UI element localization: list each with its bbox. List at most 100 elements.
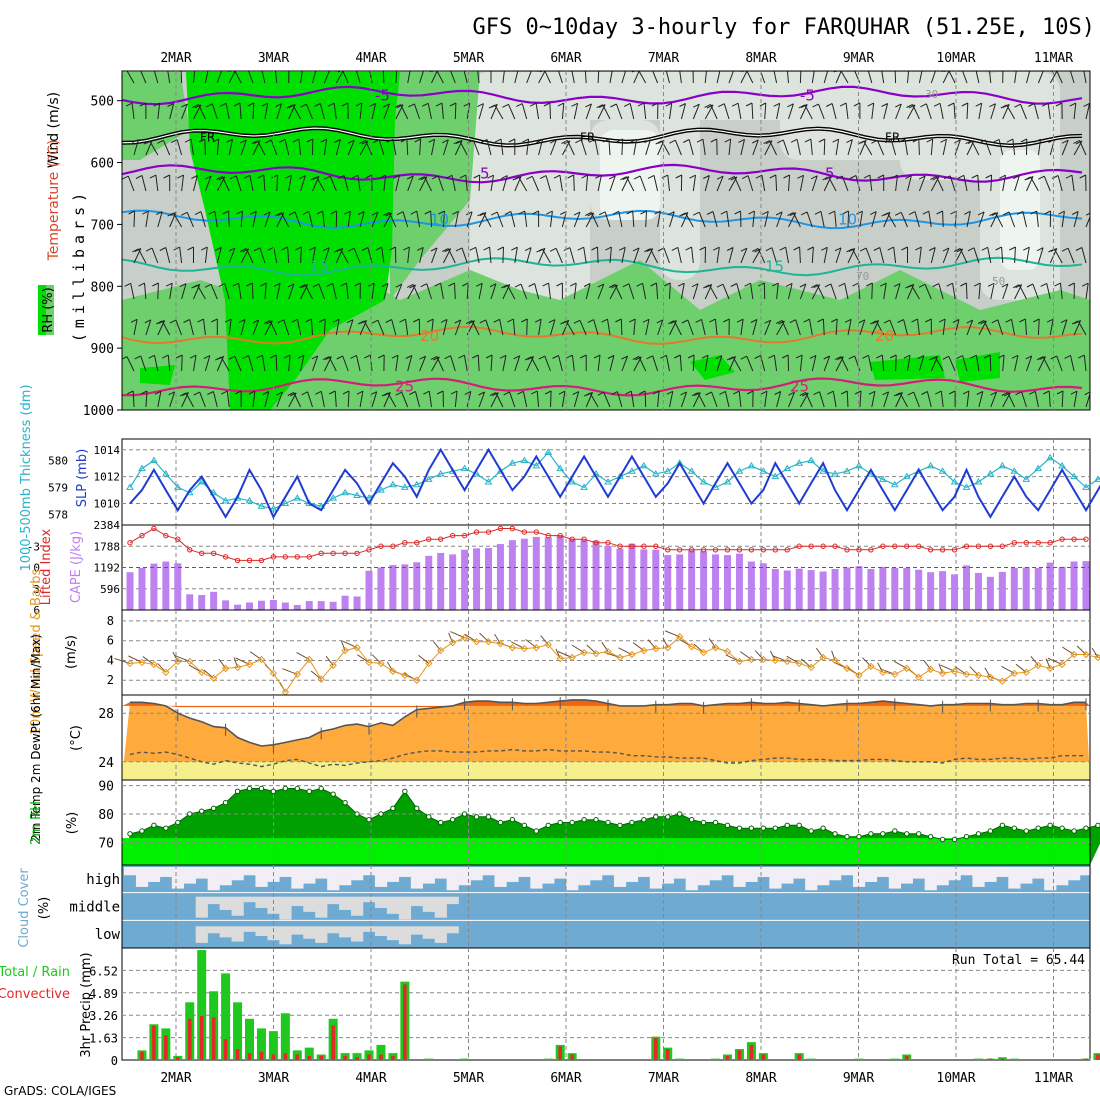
wind-barb-flag [497,246,504,251]
wind-barb-flag [946,282,953,287]
wind-barb [990,174,993,192]
wind-barb-flag [622,283,630,288]
wind-barb [859,211,863,228]
wind-barb-flag [1019,318,1026,323]
wind-barb-flag [1077,67,1083,70]
wind-barb-flag [288,211,296,216]
wind-barb-flag [169,319,177,324]
wind-barb-flag [471,67,477,70]
precip-conv-bar [152,1025,156,1060]
wind-barb [868,355,873,372]
li-marker [163,532,169,539]
wind-barb [155,175,159,192]
wind-barb [263,174,266,192]
wind-barb-flag [824,283,832,288]
li-marker [461,532,468,539]
cloud-high-gap [422,867,435,884]
cape-bar [867,568,875,610]
wind-barb-flag [620,176,627,181]
date-label-top: 11MAR [1034,51,1073,66]
wind-barb-flag [1074,319,1081,324]
wind-barb-flag [326,282,333,287]
wind10-marker [962,670,971,679]
isotherm-label: 25 [790,377,809,395]
wind-barb-flag [357,211,365,215]
cloud-middle-gap [339,896,352,910]
wind-barb-flag [632,356,640,360]
wind10-marker [675,633,684,641]
wind-barb [442,210,445,228]
wind-barb-flag [893,392,901,397]
wind-barb-flag [901,246,908,251]
wind-barb-flag [1040,282,1047,287]
wind-barb-flag [189,354,197,359]
cloud-high-gap [458,867,471,886]
cape-label: CAPE (J/kg) [69,531,84,603]
wind-barb [466,211,473,228]
wind-barb [776,103,781,120]
wind-barb-flag [726,247,734,251]
wind-barb [609,355,615,372]
wind-barb-flag [459,174,467,179]
wind-barb-flag [858,319,866,324]
wind-barb [419,138,422,156]
wind-barb [512,319,516,336]
cloud-high-gap [159,867,173,877]
wind-barb-flag [436,390,444,395]
wind-barb [949,175,956,192]
wind10-marker [472,637,481,646]
precip-conv-bar [211,1017,216,1060]
precip-conv-label: Convective [0,987,70,1002]
wind-barb-flag [625,390,632,395]
wind-barb-flag [444,355,451,360]
wind-barb-flag [788,391,795,396]
wind-barb-flag [1013,175,1020,180]
cape-bar [222,600,230,610]
wind-barb [509,391,516,408]
wind-barb-flag [203,67,209,70]
wind-barb [867,71,873,84]
li-marker [449,532,456,539]
wind-barb [621,247,626,264]
wind10-label: 10m Wind Speed & Barbs [29,569,44,736]
precip-conv-bar [1084,1058,1088,1060]
wind-barb-flag [607,67,613,70]
wind-barb-flag [1085,212,1090,216]
wind-barb [323,139,328,156]
li-marker [1023,540,1029,546]
wind-barb-flag [738,138,745,143]
thickness-marker [353,491,361,498]
wind-barb [252,211,257,228]
wind-barb-flag [954,139,961,144]
wind-barb-flag [621,355,628,360]
wind-barb [431,71,438,84]
wind-barb [751,102,754,120]
wind-barb [248,71,254,84]
li-tick-label: 0 [33,562,40,575]
wind-barb [806,211,813,228]
wind-barb-flag [130,318,138,323]
wind-barb [1061,140,1069,156]
isotherm-label: 5 [480,165,490,183]
wind-barb [454,102,457,120]
cloud-low-gap [398,926,412,945]
wind-barb-flag [558,390,566,395]
wind-barb-flag [1026,175,1034,180]
wind-barb-flag [381,392,389,397]
li-marker [127,540,133,546]
rh2m-marker [127,831,133,837]
wind-barb-flag [620,71,622,72]
cape-bar [449,554,457,610]
cloud-high-gap [327,867,340,891]
wind-barb [559,175,563,192]
wind-barb-flag [524,247,532,252]
wind-barb-flag [611,391,618,396]
wind-barb-flag [565,67,571,70]
thickness-marker [281,499,290,506]
thickness-marker [317,502,326,509]
cloud-high-gap [231,867,244,881]
wind-barb-flag [247,102,255,107]
wind-barb-flag [243,174,251,179]
rh2m-marker [796,822,802,829]
wind-barb-flag [261,102,268,107]
